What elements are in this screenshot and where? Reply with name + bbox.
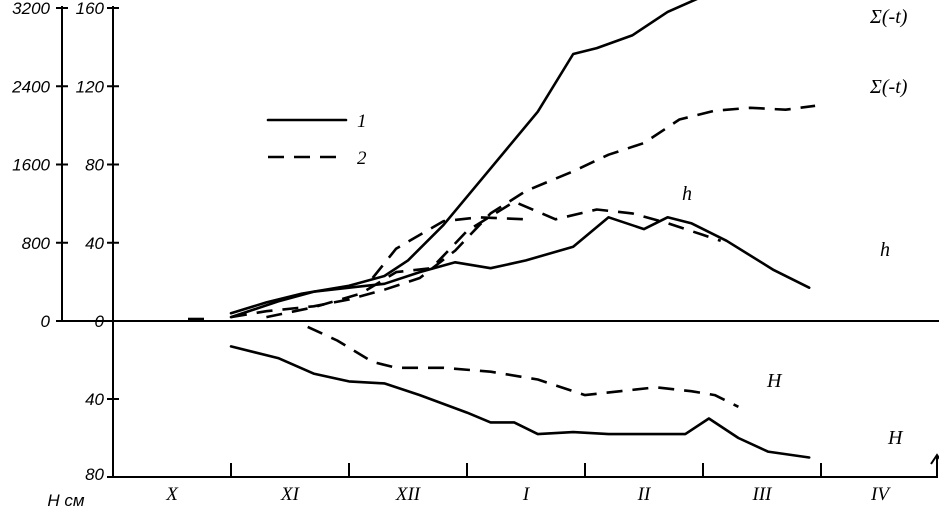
curve-label-H-2: H [766, 370, 783, 392]
inner-axis-tick-label: 80 [85, 156, 104, 175]
outer-axis-tick-label: 800 [22, 234, 51, 253]
curve-label-H-1: H [887, 427, 904, 449]
inner-axis-tick-label: 40 [85, 234, 104, 253]
legend-label-1: 1 [357, 111, 367, 132]
series-h-1-line [229, 216, 811, 319]
lower-axis-tick-label: 80 [85, 465, 104, 484]
curve-label-h-2: h [682, 183, 692, 205]
series-h-2-line [371, 216, 527, 279]
series-h-1-line [229, 345, 811, 459]
curve-label-h-1: h [880, 239, 890, 261]
month-label: XII [395, 484, 422, 505]
inner-axis-tick-label: 160 [76, 0, 105, 18]
series-t-1-line [229, 0, 698, 315]
outer-axis-tick-label: 0 [41, 312, 51, 331]
outer-axis-tick-label: 3200 [12, 0, 50, 18]
month-label: IV [870, 484, 891, 505]
series-h-2-line [307, 325, 739, 408]
curve-label-sum-1: Σ(-t) [869, 6, 908, 28]
month-label: III [752, 484, 774, 505]
outer-axis-tick-label: 1600 [12, 156, 50, 175]
month-label: I [522, 484, 531, 505]
curve-label-sum-2: Σ(-t) [869, 76, 908, 98]
x-axis-arrow [930, 453, 939, 465]
legend-label-2: 2 [357, 148, 367, 169]
inner-axis-tick-label: 120 [76, 77, 105, 96]
lower-axis-tick-label: 40 [85, 390, 104, 409]
legend: 1 2 [266, 111, 367, 169]
lower-axis-label: H см [47, 491, 85, 510]
month-label: II [637, 484, 652, 505]
month-label: X [165, 484, 179, 505]
series-t-2-line [230, 104, 816, 319]
month-label: XI [280, 484, 301, 505]
outer-axis-tick-label: 2400 [11, 77, 50, 96]
inner-axis-tick-label: 0 [95, 312, 105, 331]
